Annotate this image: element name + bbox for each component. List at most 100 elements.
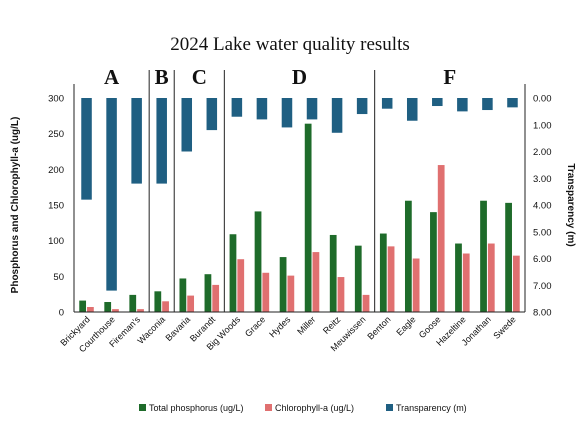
left-tick-label: 250 [48, 129, 64, 140]
bar-chlorophyll-5 [212, 284, 220, 312]
bar-phosphorus-8 [279, 257, 287, 312]
bar-transparency-0 [81, 98, 92, 200]
bars [79, 98, 520, 313]
right-tick-label: 2.00 [533, 147, 552, 158]
bar-transparency-2 [131, 98, 142, 184]
bar-transparency-3 [156, 98, 167, 184]
bar-chlorophyll-3 [162, 301, 169, 312]
bar-transparency-16 [482, 98, 493, 111]
group-label-C: C [192, 65, 207, 89]
right-axis-ticks: 0.00 1.00 2.00 3.00 4.00 5.00 6.00 7.00 8.00 [533, 94, 552, 319]
bar-phosphorus-3 [154, 291, 162, 312]
group-label-A: A [104, 65, 120, 89]
bar-chlorophyll-2 [137, 309, 144, 312]
bar-phosphorus-12 [379, 233, 387, 312]
bar-phosphorus-13 [404, 200, 412, 312]
bar-chlorophyll-16 [487, 243, 495, 312]
category-label: Bavaria [164, 314, 193, 343]
bar-transparency-17 [507, 98, 518, 108]
bar-chlorophyll-1 [112, 309, 119, 312]
bar-transparency-12 [381, 98, 393, 109]
bar-phosphorus-2 [129, 294, 137, 312]
right-tick-label: 3.00 [533, 174, 552, 185]
bar-transparency-4 [181, 98, 193, 152]
right-tick-label: 6.00 [533, 254, 552, 265]
left-axis-label: Phosphorus and Chlorophyll-a (ug/L) [10, 117, 21, 294]
right-tick-label: 8.00 [533, 308, 552, 319]
bar-transparency-7 [256, 98, 268, 120]
bar-phosphorus-15 [455, 243, 462, 312]
bar-chlorophyll-17 [512, 255, 520, 312]
bar-transparency-13 [406, 98, 418, 121]
group-label-B: B [155, 65, 169, 89]
legend-swatch-1 [265, 404, 272, 411]
legend-label-0: Total phosphorus (ug/L) [149, 403, 244, 413]
bar-chlorophyll-13 [412, 258, 420, 312]
bar-phosphorus-10 [329, 234, 337, 312]
right-tick-label: 4.00 [533, 201, 552, 212]
category-label: Grace [243, 314, 267, 338]
right-tick-label: 1.00 [533, 120, 552, 131]
left-tick-label: 200 [48, 165, 64, 176]
bar-chlorophyll-9 [312, 252, 320, 312]
category-label: Eagle [394, 314, 417, 337]
category-label: Miller [295, 314, 317, 336]
bar-chlorophyll-12 [387, 246, 395, 312]
bar-chlorophyll-10 [337, 277, 345, 312]
bar-phosphorus-17 [505, 202, 512, 312]
right-tick-label: 5.00 [533, 227, 552, 238]
bar-chlorophyll-15 [462, 253, 470, 312]
group-label-F: F [443, 65, 456, 89]
category-label: Benton [365, 314, 392, 341]
legend-label-1: Chlorophyll-a (ug/L) [275, 403, 354, 413]
legend-swatch-0 [139, 404, 146, 411]
bar-phosphorus-14 [430, 212, 437, 312]
legend-label-2: Transparency (m) [396, 403, 467, 413]
bar-chlorophyll-11 [362, 294, 370, 312]
legend: Total phosphorus (ug/L) Chlorophyll-a (ug… [139, 403, 467, 413]
bar-phosphorus-4 [179, 278, 187, 312]
left-tick-label: 150 [48, 201, 64, 212]
bar-chlorophyll-0 [87, 307, 94, 312]
bar-phosphorus-0 [79, 300, 87, 312]
right-axis-label: Transparency (m) [565, 163, 576, 246]
category-label: Reitz [321, 314, 343, 336]
bar-phosphorus-11 [354, 245, 362, 312]
bar-chlorophyll-14 [437, 165, 445, 312]
left-tick-label: 100 [48, 236, 64, 247]
chart-title: 2024 Lake water quality results [170, 34, 410, 55]
bar-chlorophyll-7 [262, 272, 270, 312]
bar-transparency-10 [331, 98, 343, 133]
bar-phosphorus-6 [229, 234, 237, 312]
bar-transparency-6 [231, 98, 243, 117]
bar-phosphorus-16 [480, 200, 487, 312]
bar-transparency-14 [432, 98, 443, 107]
left-tick-label: 300 [48, 94, 64, 105]
left-tick-label: 0 [59, 308, 64, 319]
left-axis-ticks: 0 50 100 150 200 250 300 [48, 94, 64, 319]
category-label: Hydes [267, 314, 292, 339]
bar-transparency-9 [306, 98, 318, 120]
axes [73, 70, 526, 313]
left-tick-label: 50 [53, 272, 64, 283]
bar-transparency-15 [457, 98, 468, 112]
category-labels: BrickyardCourthouseFireman'sWaconiaBavar… [58, 314, 518, 354]
bar-chlorophyll-6 [237, 259, 245, 312]
legend-swatch-2 [386, 404, 393, 411]
bar-chlorophyll-4 [187, 295, 195, 312]
bar-phosphorus-5 [204, 274, 212, 312]
group-label-D: D [292, 65, 307, 89]
bar-transparency-5 [206, 98, 218, 131]
bar-chlorophyll-8 [287, 275, 295, 312]
bar-transparency-8 [281, 98, 293, 128]
right-tick-label: 0.00 [533, 94, 552, 105]
bar-transparency-1 [106, 98, 117, 291]
bar-phosphorus-1 [104, 302, 112, 312]
bar-phosphorus-9 [304, 123, 312, 313]
category-label: Waconia [136, 314, 168, 346]
category-label: Swede [491, 314, 518, 341]
right-tick-label: 7.00 [533, 281, 552, 292]
bar-transparency-11 [356, 98, 368, 115]
